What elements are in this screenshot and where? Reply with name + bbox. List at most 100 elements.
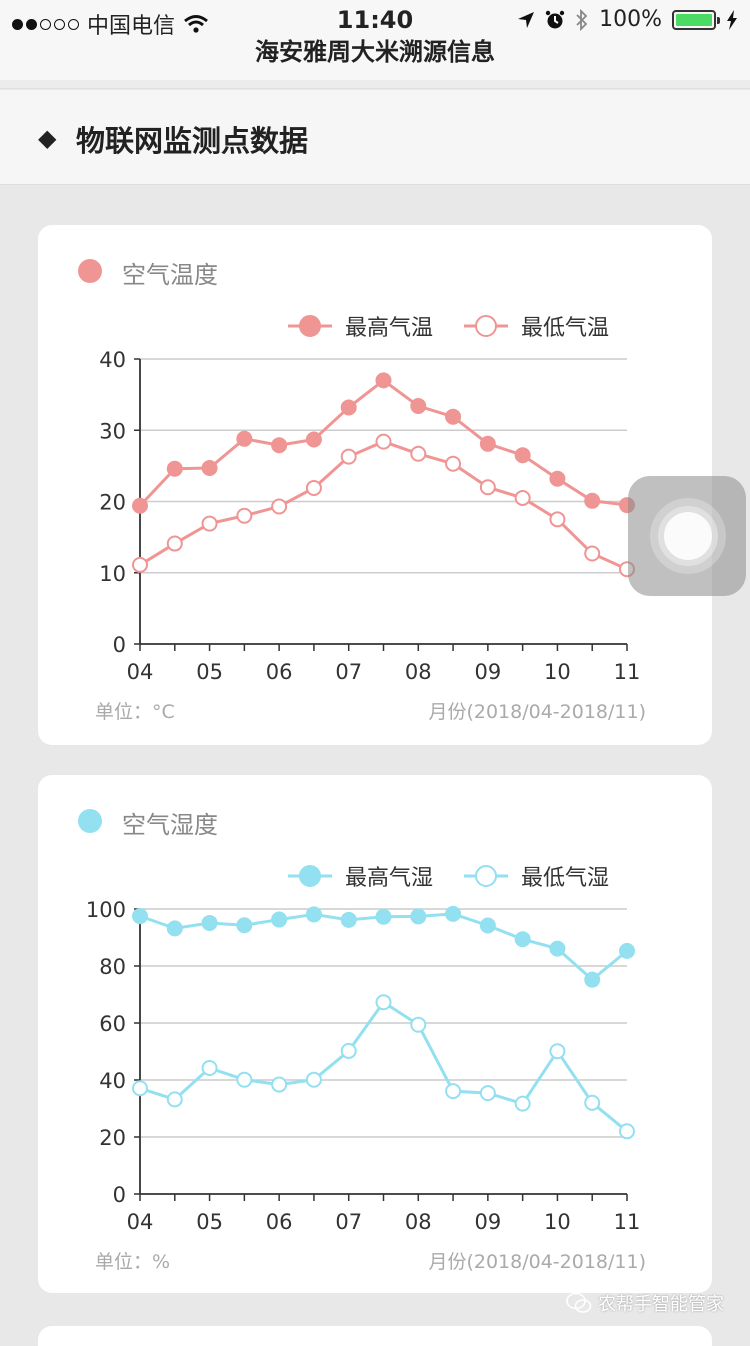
humidity-ytick-label: 20	[99, 1126, 126, 1150]
humidity-ytick-label: 0	[113, 1183, 126, 1207]
humidity-series-1-point	[445, 905, 462, 922]
humidity-series-2-point	[445, 1083, 462, 1100]
temp-series-1-point	[201, 460, 218, 477]
humidity-legend-marker	[299, 865, 321, 887]
temp-legend-marker	[299, 315, 321, 337]
temp-series-2-point	[375, 433, 392, 450]
temp-series-1-point	[132, 497, 148, 514]
humidity-series-1-point	[305, 906, 322, 923]
temp-series-1-point	[584, 492, 601, 509]
assistive-touch-button[interactable]	[628, 476, 746, 596]
humidity-series-2-point	[166, 1091, 183, 1108]
status-bar: 中国电信 11:40 100%	[0, 0, 750, 40]
humidity-chart: 0 20 40 60 80 100 04 05 06 07 08 09 10 11 最高气湿 最低气湿单位：%…	[86, 865, 646, 1273]
carrier-label: 中国电信	[87, 14, 176, 39]
status-left: 中国电信	[12, 8, 209, 40]
temp-legend-label: 最高气温	[345, 316, 433, 341]
humidity-series-1-point	[514, 931, 531, 948]
temperature-card: 空气温度 0 10 20 30 40 04 05 06 07 08 09 10 11 最高气温 最低气温 单位…	[38, 225, 712, 745]
temp-period-label: 月份(2018/04-2018/11)	[428, 701, 646, 723]
nav-divider	[0, 80, 750, 89]
bluetooth-icon	[576, 8, 588, 31]
temp-series-2-point	[132, 556, 148, 573]
temperature-chart-title: 空气温度	[122, 261, 218, 289]
humidity-series-1-point	[236, 917, 253, 934]
humidity-ytick-label: 80	[99, 955, 126, 979]
humidity-dot-icon	[78, 809, 102, 833]
temp-series-1-point	[166, 460, 183, 477]
temp-series-1-point	[305, 431, 322, 448]
humidity-series-2-point	[479, 1085, 496, 1102]
temp-series-2-point	[271, 498, 288, 515]
temp-series-1-point	[271, 437, 288, 454]
temp-series-1-point	[479, 435, 496, 452]
humidity-series-2-point	[619, 1123, 635, 1140]
humidity-xtick-label: 10	[544, 1210, 571, 1234]
signal-strength-icon	[12, 18, 79, 30]
temp-series-2-point	[166, 535, 183, 552]
status-right: 100%	[517, 7, 738, 32]
humidity-series-1-point	[375, 908, 392, 925]
humidity-series-1-point	[271, 911, 288, 928]
diamond-icon: ◆	[38, 124, 57, 152]
temp-xtick-label: 05	[196, 660, 223, 684]
humidity-series-2-point	[305, 1071, 322, 1088]
humidity-ytick-label: 100	[86, 898, 126, 922]
temp-ytick-label: 40	[99, 348, 126, 372]
humidity-xtick-label: 08	[405, 1210, 432, 1234]
humidity-series-1-point	[410, 908, 427, 925]
temp-series-1-point	[549, 470, 566, 487]
humidity-xtick-label: 07	[335, 1210, 362, 1234]
humidity-xtick-label: 11	[614, 1210, 641, 1234]
humidity-legend-marker	[475, 865, 497, 887]
temp-xtick-label: 07	[335, 660, 362, 684]
humidity-series-1-point	[132, 908, 148, 925]
charging-bolt-icon	[727, 9, 737, 30]
next-card-edge	[38, 1326, 712, 1346]
humidity-series-1-point	[619, 942, 635, 959]
humidity-legend-label: 最低气湿	[521, 866, 609, 891]
humidity-period-label: 月份(2018/04-2018/11)	[428, 1251, 646, 1273]
humidity-series-2-point	[514, 1095, 531, 1112]
humidity-series-2-point	[201, 1060, 218, 1077]
wifi-icon	[184, 15, 208, 33]
temp-xtick-label: 09	[474, 660, 501, 684]
humidity-series-1-point	[201, 914, 218, 931]
temp-xtick-label: 08	[405, 660, 432, 684]
humidity-series-2-point	[549, 1043, 566, 1060]
wechat-icon	[566, 1292, 592, 1313]
temp-series-1-point	[236, 430, 253, 447]
humidity-xtick-label: 04	[127, 1210, 154, 1234]
humidity-xtick-label: 09	[474, 1210, 501, 1234]
temp-legend-marker	[475, 315, 497, 337]
temp-series-2-point	[584, 545, 601, 562]
temp-ytick-label: 10	[99, 562, 126, 586]
section-title: 物联网监测点数据	[76, 124, 309, 158]
humidity-card: 空气湿度 0 20 40 60 80 100 04 05 06 07 08 09 10 11 最高气湿 最低气…	[38, 775, 712, 1293]
humidity-ytick-label: 40	[99, 1069, 126, 1093]
humidity-series-1-point	[549, 940, 566, 957]
temp-xtick-label: 10	[544, 660, 571, 684]
section-header: ◆ 物联网监测点数据	[0, 90, 750, 185]
humidity-ytick-label: 60	[99, 1012, 126, 1036]
humidity-series-1-point	[479, 917, 496, 934]
temp-ytick-label: 0	[113, 633, 126, 657]
temp-series-1-point	[445, 408, 462, 425]
temp-xtick-label: 11	[614, 660, 641, 684]
humidity-series-1-point	[340, 911, 357, 928]
temp-series-2-point	[201, 515, 218, 532]
humidity-legend-label: 最高气湿	[345, 866, 433, 891]
humidity-series-2-point	[410, 1016, 427, 1033]
temp-ytick-label: 30	[99, 419, 126, 443]
humidity-series-2-point	[236, 1071, 253, 1088]
temp-series-1-point	[410, 398, 427, 415]
battery-icon	[672, 9, 720, 30]
temp-series-2-line	[139, 440, 628, 571]
watermark-text: 农帮手智能管家	[598, 1294, 724, 1315]
temp-series-2-point	[305, 479, 322, 496]
humidity-series-1-point	[584, 971, 601, 988]
humidity-xtick-label: 05	[196, 1210, 223, 1234]
humidity-series-2-point	[271, 1076, 288, 1093]
location-arrow-icon	[518, 11, 535, 28]
